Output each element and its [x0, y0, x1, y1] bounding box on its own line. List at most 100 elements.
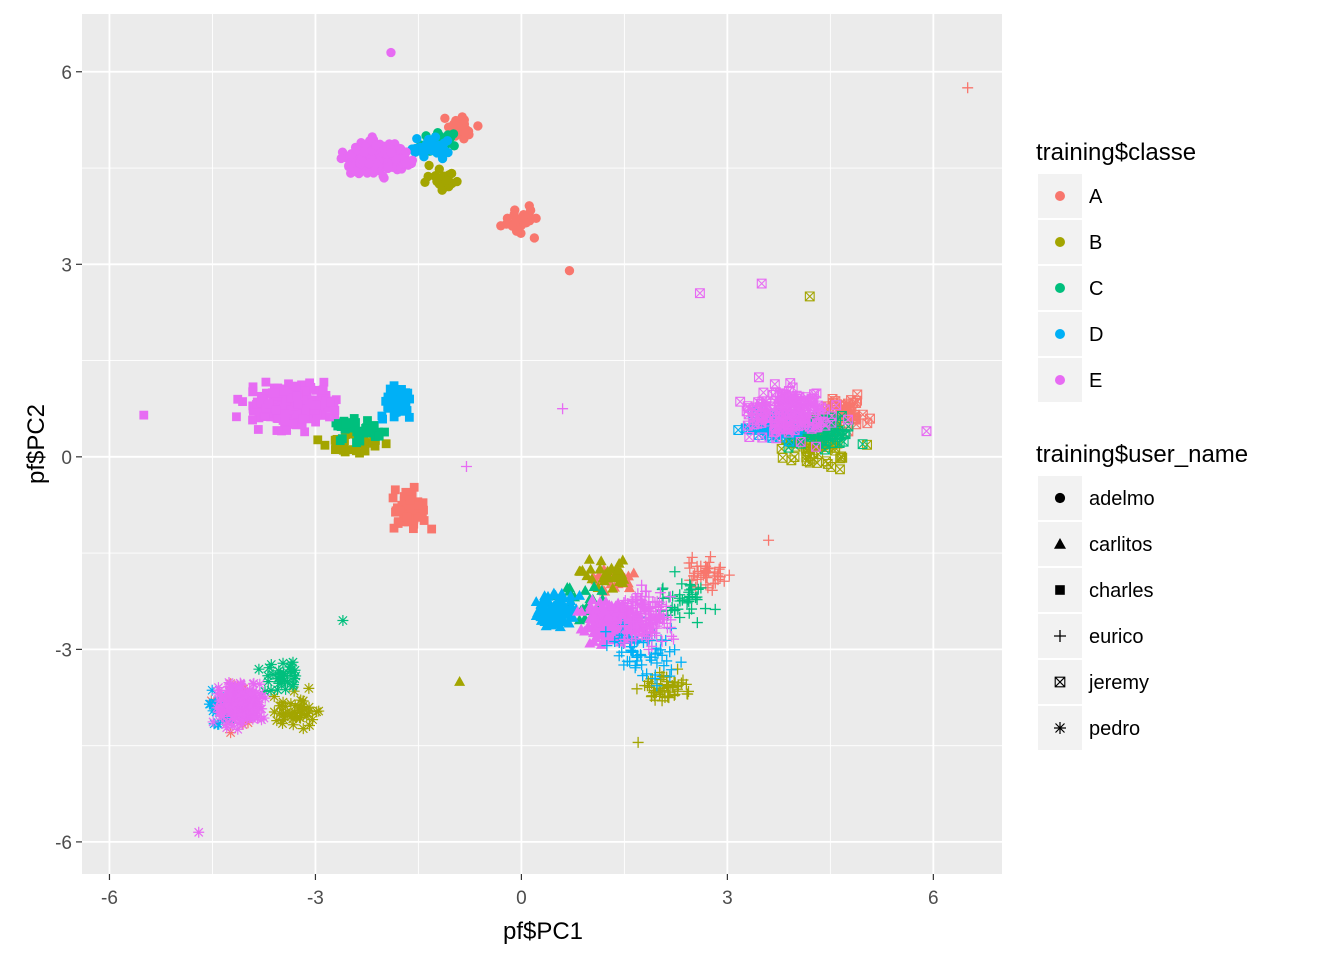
data-point — [236, 715, 248, 727]
data-point — [706, 584, 718, 596]
data-point — [650, 642, 662, 654]
data-point — [232, 689, 244, 701]
data-point — [822, 458, 833, 469]
data-point — [667, 681, 679, 693]
data-point — [412, 134, 422, 144]
data-point — [769, 416, 780, 427]
data-point — [626, 593, 638, 605]
data-point — [318, 385, 328, 395]
data-point — [271, 715, 283, 727]
data-point — [675, 656, 687, 668]
data-point — [263, 662, 275, 674]
data-point — [276, 677, 288, 689]
data-point — [284, 379, 293, 389]
data-point — [273, 383, 283, 393]
data-point — [289, 706, 301, 718]
data-point — [398, 517, 408, 527]
data-point — [409, 482, 419, 492]
data-point — [232, 723, 244, 735]
color-legend-label: D — [1089, 324, 1103, 346]
data-point — [261, 403, 271, 413]
axes: -6 -3 0 3 6 -6 -3 0 3 6 — [55, 63, 939, 909]
data-point — [319, 377, 329, 387]
data-point — [662, 690, 674, 702]
data-point — [280, 701, 292, 713]
data-point — [669, 566, 681, 578]
data-point — [233, 394, 243, 404]
data-point — [285, 708, 297, 720]
data-point — [645, 654, 657, 666]
x-axis-title: pf$PC1 — [503, 918, 583, 945]
data-point — [384, 403, 394, 413]
data-point — [378, 171, 388, 181]
data-point — [393, 517, 403, 527]
data-point — [260, 410, 270, 420]
outlier-point — [496, 221, 506, 231]
data-point — [625, 644, 637, 656]
y-tick-label: -6 — [55, 833, 72, 854]
data-point — [249, 704, 261, 716]
data-point — [698, 568, 710, 580]
data-point — [550, 603, 562, 614]
data-point — [608, 620, 620, 631]
data-point — [313, 705, 325, 717]
data-point — [420, 177, 430, 187]
data-point — [700, 566, 712, 578]
data-point — [235, 697, 247, 709]
data-point — [326, 397, 335, 407]
data-point — [402, 512, 412, 522]
data-point — [301, 710, 313, 722]
data-point — [224, 689, 236, 701]
data-point — [221, 716, 233, 728]
data-point — [286, 393, 296, 403]
data-point — [277, 401, 287, 411]
data-point — [632, 588, 644, 600]
color-legend-swatch — [1055, 283, 1065, 293]
data-point — [311, 706, 323, 718]
data-point — [650, 615, 662, 627]
data-point — [253, 663, 265, 675]
data-point — [337, 434, 347, 444]
data-point — [391, 407, 401, 417]
outlier-point — [454, 675, 466, 686]
shape-legend-symbol — [1054, 722, 1066, 734]
color-legend-label: E — [1089, 370, 1102, 392]
data-point — [613, 557, 625, 568]
data-point — [744, 432, 755, 442]
data-point — [681, 597, 693, 609]
data-point — [305, 378, 315, 388]
data-point — [626, 635, 638, 647]
data-point — [666, 601, 678, 613]
data-point — [656, 649, 668, 661]
data-point — [686, 551, 698, 563]
data-point — [671, 683, 683, 695]
data-point — [649, 648, 661, 660]
data-point — [256, 398, 266, 408]
data-point — [676, 578, 688, 590]
data-point — [584, 637, 596, 648]
data-point — [816, 402, 827, 413]
data-point — [405, 495, 415, 505]
data-point — [256, 703, 268, 715]
data-point — [277, 426, 286, 436]
outlier-point — [460, 460, 472, 472]
data-point — [446, 168, 457, 179]
data-point — [209, 697, 221, 709]
data-point — [437, 153, 448, 164]
data-point — [654, 587, 666, 599]
data-point — [364, 158, 374, 168]
x-tick-label: -3 — [307, 888, 324, 909]
data-point — [434, 164, 444, 174]
data-point — [301, 407, 310, 416]
data-point — [221, 722, 233, 734]
data-point — [804, 421, 815, 432]
data-point — [298, 395, 308, 405]
data-point — [383, 162, 393, 172]
data-point — [215, 710, 227, 722]
data-point — [684, 580, 696, 592]
data-point — [390, 485, 400, 495]
data-point — [703, 556, 715, 568]
data-point — [612, 564, 624, 575]
data-point — [230, 680, 242, 692]
